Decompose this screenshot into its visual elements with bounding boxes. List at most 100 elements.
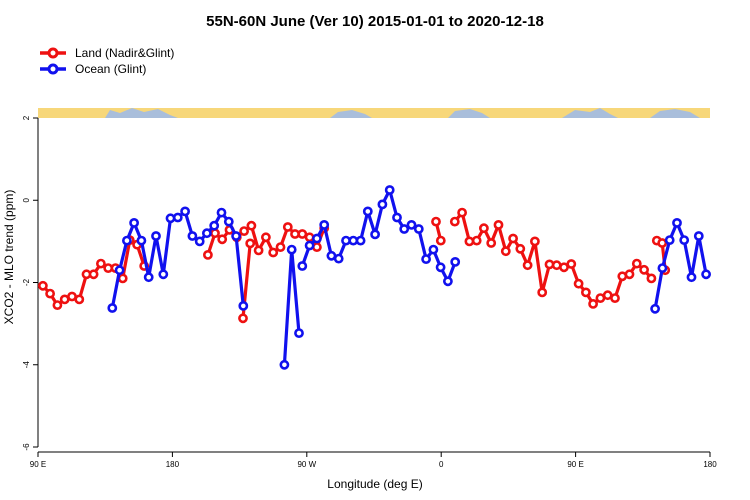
data-point-ocean [701,269,711,280]
data-point-land [639,264,649,275]
data-point-land [202,249,213,260]
legend: Land (Nadir&Glint) Ocean (Glint) [40,46,174,76]
data-point-land [245,238,256,249]
data-point-ocean [657,263,668,273]
data-point-land [515,243,526,254]
data-point-land [253,245,264,256]
data-point-ocean [377,199,388,210]
data-point-land [260,232,271,243]
data-point-land [246,220,257,231]
data-point-ocean [370,229,380,240]
data-point-ocean [294,328,304,338]
data-point-land [238,313,248,324]
data-point-ocean [406,219,417,230]
data-point-land [508,233,518,244]
data-point-ocean [223,216,234,227]
series-line-ocean [282,248,301,365]
data-point-land [559,262,569,273]
data-point-land [500,246,511,257]
map-strip-ocean-2 [330,110,372,118]
legend-label-ocean: Ocean (Glint) [75,62,146,76]
data-point-ocean [442,276,453,287]
y-axis: 2 0 -2 -4 -6 [22,115,39,451]
data-point-land [657,238,668,248]
data-point-ocean [311,233,322,244]
data-point-ocean [158,269,169,280]
data-point-land [537,287,548,298]
x-tick-label: 180 [166,460,180,469]
data-point-ocean [180,206,190,217]
data-point-ocean [421,254,431,264]
data-point-ocean [450,256,461,267]
data-point-ocean [672,217,682,228]
data-point-land [449,216,460,227]
data-point-land [304,232,315,243]
x-tick-label: 90 W [297,460,316,469]
data-point-land [573,278,584,289]
data-point-ocean [333,253,344,264]
data-point-land [493,219,504,230]
data-point-ocean [384,185,395,195]
data-point-land [588,298,598,309]
data-point-ocean [216,207,227,218]
data-point-land [522,260,533,271]
data-point-ocean [114,265,125,276]
data-point-ocean [679,235,690,245]
y-tick-label: 2 [22,115,31,120]
x-axis: 90 E 180 90 W 0 90 E 180 [30,451,717,469]
data-point-land [52,300,63,310]
legend-marker-land [47,47,59,59]
data-point-ocean [231,231,241,241]
data-point-ocean [129,217,139,228]
data-point-land [457,207,467,218]
data-point-ocean [136,235,147,246]
x-tick-label: 0 [439,460,444,469]
data-point-ocean [151,231,161,241]
series-layer [38,185,711,370]
data-point-land [478,223,489,234]
data-point-ocean [319,219,330,230]
data-point-land [631,258,642,269]
data-point-ocean [355,235,366,246]
data-point-land [646,273,657,284]
data-point-land [268,247,279,258]
data-point-land [275,242,286,252]
y-tick-label: -2 [22,278,31,286]
data-point-land [610,293,620,303]
chart-title: 55N-60N June (Ver 10) 2015-01-01 to 2020… [206,13,544,30]
x-tick-label: 90 E [30,460,46,469]
x-axis-label: Longitude (deg E) [327,477,422,491]
data-point-land [45,288,55,299]
data-point-land [88,269,99,280]
data-point-land [624,269,635,280]
map-strip-ocean-5 [650,109,700,118]
map-strip-ocean-3 [448,109,490,118]
data-point-land [96,258,106,269]
series-line-ocean [300,188,457,283]
data-point-land [117,273,128,284]
data-point-land [297,229,308,239]
data-point-land [217,234,228,245]
legend-marker-ocean [47,63,59,75]
y-axis-label: XCO2 - MLO trend (ppm) [2,190,16,325]
data-point-land [431,216,441,227]
data-point-ocean [304,240,315,251]
data-point-land [282,222,293,232]
data-point-ocean [194,236,205,247]
y-tick-label: 0 [22,197,31,202]
data-point-land [38,280,48,291]
data-point-land [566,259,577,269]
x-tick-label: 180 [703,460,717,469]
data-point-ocean [143,272,154,283]
data-point-ocean [693,231,704,241]
map-strip-land [38,108,710,118]
data-point-ocean [279,359,290,370]
data-point-land [435,235,446,246]
data-point-land [530,236,540,247]
data-point-ocean [664,235,675,245]
data-point-ocean [686,272,697,283]
data-point-ocean [428,244,439,255]
data-point-ocean [107,303,118,313]
map-strip-ocean-4 [562,108,618,118]
